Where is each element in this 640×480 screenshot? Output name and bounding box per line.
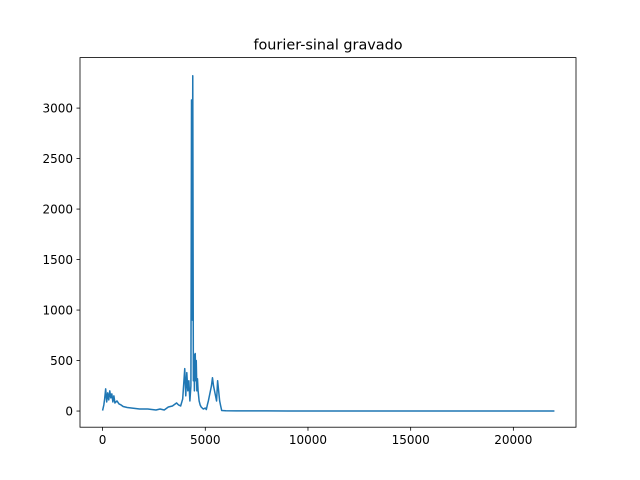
y-tick-label: 1500 <box>42 253 73 267</box>
y-tick-label: 3000 <box>42 101 73 115</box>
plot-area <box>101 75 555 412</box>
y-tick-label: 1000 <box>42 303 73 317</box>
x-tick-label: 20000 <box>494 433 532 447</box>
y-tick-label: 500 <box>50 354 73 368</box>
y-tick-label: 0 <box>65 404 73 418</box>
y-tick-label: 2500 <box>42 152 73 166</box>
axes-frame <box>79 57 577 428</box>
chart-title: fourier-sinal gravado <box>253 38 402 54</box>
x-axis: 0 5000 10000 15000 20000 <box>99 427 532 447</box>
y-axis: 0 500 1000 1500 2000 2500 3000 <box>42 101 80 418</box>
x-tick-label: 0 <box>99 433 107 447</box>
x-tick-label: 15000 <box>392 433 430 447</box>
y-tick-label: 2000 <box>42 202 73 216</box>
x-tick-label: 5000 <box>190 433 221 447</box>
series-line-0 <box>101 75 555 412</box>
x-tick-label: 10000 <box>289 433 327 447</box>
